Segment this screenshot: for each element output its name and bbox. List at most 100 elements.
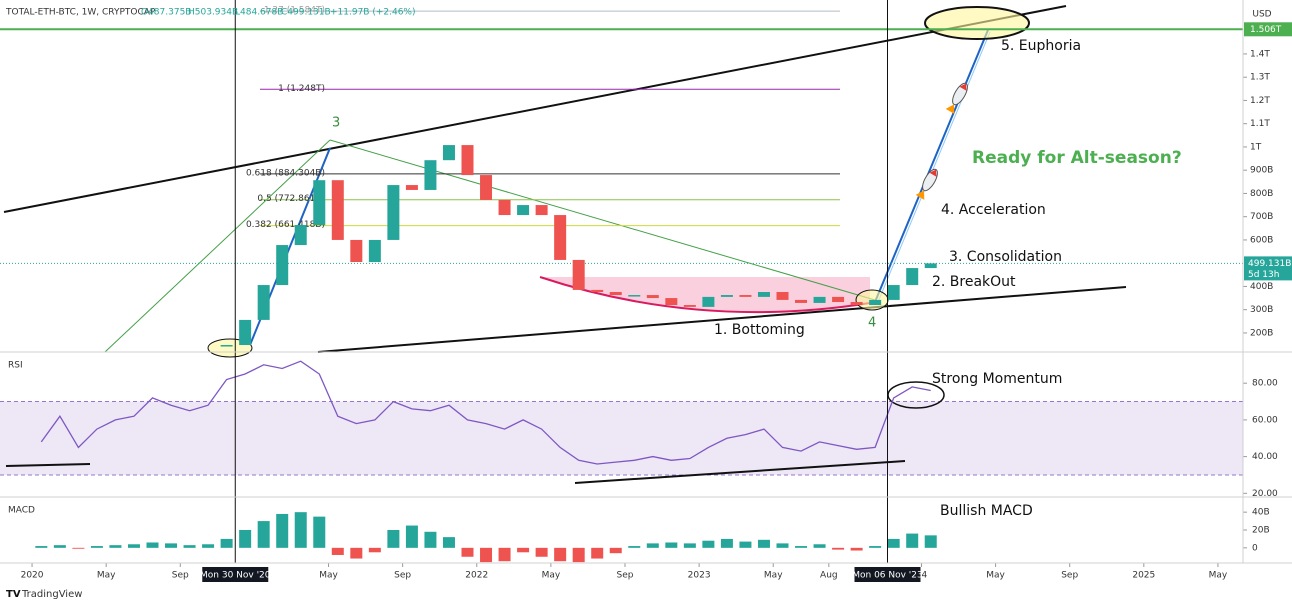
annotation: 3. Consolidation bbox=[949, 249, 1062, 265]
macd-bar bbox=[609, 547, 622, 554]
y-tick-label: 1T bbox=[1250, 142, 1262, 152]
trend-line bbox=[104, 139, 331, 353]
rsi-line bbox=[40, 360, 931, 465]
rsi-tick-label: 20.00 bbox=[1252, 489, 1278, 499]
last-price-label: 499.131B bbox=[1248, 259, 1291, 269]
rsi-trend-line bbox=[574, 460, 906, 484]
candle bbox=[739, 295, 752, 297]
macd-bar bbox=[924, 535, 937, 548]
x-tick-label: Sep bbox=[617, 571, 634, 581]
macd-bar bbox=[554, 547, 567, 562]
macd-bar bbox=[591, 547, 604, 559]
currency: USD bbox=[1252, 10, 1271, 20]
fib-label: 1.27 (1.584T) bbox=[264, 6, 325, 16]
macd-bar bbox=[906, 533, 919, 548]
macd-bar bbox=[331, 547, 344, 555]
candle bbox=[294, 225, 307, 246]
macd-bar bbox=[757, 539, 770, 548]
macd-bar bbox=[109, 545, 122, 548]
x-tick-label: May bbox=[319, 571, 338, 581]
annotation: 1. Bottoming bbox=[714, 322, 805, 338]
candle bbox=[220, 345, 233, 347]
ohlc-close: C499.131B bbox=[281, 8, 331, 18]
candle bbox=[850, 302, 863, 306]
y-tick-label: 200B bbox=[1250, 328, 1273, 338]
x-tick-label: Sep bbox=[394, 571, 411, 581]
macd-bar bbox=[53, 545, 66, 548]
annotation: 4. Acceleration bbox=[941, 202, 1046, 218]
macd-bar bbox=[480, 547, 493, 563]
candle bbox=[257, 285, 270, 320]
macd-bar bbox=[628, 546, 641, 548]
candle bbox=[869, 299, 882, 306]
macd-bar bbox=[813, 544, 826, 548]
rocket-icon bbox=[915, 168, 938, 200]
y-tick-label: 400B bbox=[1250, 282, 1273, 292]
projection-arrow bbox=[874, 29, 989, 303]
target-badge bbox=[1244, 22, 1292, 37]
candle bbox=[368, 239, 381, 263]
macd-bar bbox=[72, 547, 85, 549]
macd-bar bbox=[387, 530, 400, 548]
candle bbox=[720, 295, 733, 297]
rsi-tick-label: 40.00 bbox=[1252, 452, 1278, 462]
macd-bar bbox=[276, 513, 289, 548]
candle bbox=[906, 268, 919, 286]
candle bbox=[795, 299, 808, 303]
trend-line bbox=[3, 5, 1067, 213]
x-tick-label: May bbox=[1209, 571, 1228, 581]
macd-bar bbox=[350, 547, 363, 559]
logo: TV bbox=[6, 589, 21, 600]
candle bbox=[609, 292, 622, 296]
macd-bar bbox=[739, 541, 752, 548]
candle bbox=[331, 180, 344, 240]
candle bbox=[665, 298, 678, 306]
crosshair-badge bbox=[854, 567, 921, 582]
ohlc-open: O487.375B bbox=[141, 8, 191, 18]
candle bbox=[313, 180, 326, 226]
candle bbox=[498, 199, 511, 216]
candle bbox=[832, 296, 845, 303]
macd-bar bbox=[368, 547, 381, 553]
macd-bar bbox=[461, 547, 474, 557]
candle bbox=[350, 239, 363, 263]
rsi-band bbox=[0, 401, 1243, 475]
macd-bar bbox=[832, 547, 845, 550]
macd-bar bbox=[405, 525, 418, 548]
x-tick-label: Aug bbox=[820, 571, 838, 581]
rsi-trend-line bbox=[5, 463, 91, 467]
rocket-icon bbox=[945, 82, 968, 114]
fib-label: 1 (1.248T) bbox=[278, 84, 325, 94]
candle bbox=[924, 263, 937, 269]
candle bbox=[405, 185, 418, 190]
macd-bar bbox=[146, 542, 159, 548]
x-tick-label: Sep bbox=[1061, 571, 1078, 581]
macd-tick-label: 20B bbox=[1252, 526, 1270, 536]
macd-bar bbox=[646, 543, 659, 548]
ohlc-high: H503.934B bbox=[188, 8, 238, 18]
candle bbox=[646, 295, 659, 299]
candle bbox=[517, 205, 530, 216]
annotation: 5. Euphoria bbox=[1001, 38, 1081, 54]
candle bbox=[535, 205, 548, 216]
x-tick-label: May bbox=[542, 571, 561, 581]
macd-bar bbox=[202, 544, 215, 548]
macd-tick-label: 0 bbox=[1252, 543, 1258, 553]
crosshair-badge bbox=[202, 567, 269, 582]
candle bbox=[480, 175, 493, 200]
macd-bar bbox=[442, 537, 455, 548]
y-tick-label: 600B bbox=[1250, 235, 1273, 245]
candle bbox=[424, 160, 437, 190]
last-price-badge bbox=[1244, 256, 1292, 281]
candle bbox=[387, 185, 400, 240]
x-tick-label: 2020 bbox=[21, 571, 44, 581]
bottoming-zone bbox=[540, 277, 870, 313]
candle bbox=[591, 289, 604, 293]
macd-bar bbox=[702, 540, 715, 548]
macd-bar bbox=[850, 547, 863, 551]
macd-bar bbox=[869, 546, 882, 548]
macd-bar bbox=[257, 521, 270, 548]
candle bbox=[813, 296, 826, 303]
macd-bar bbox=[776, 543, 789, 548]
